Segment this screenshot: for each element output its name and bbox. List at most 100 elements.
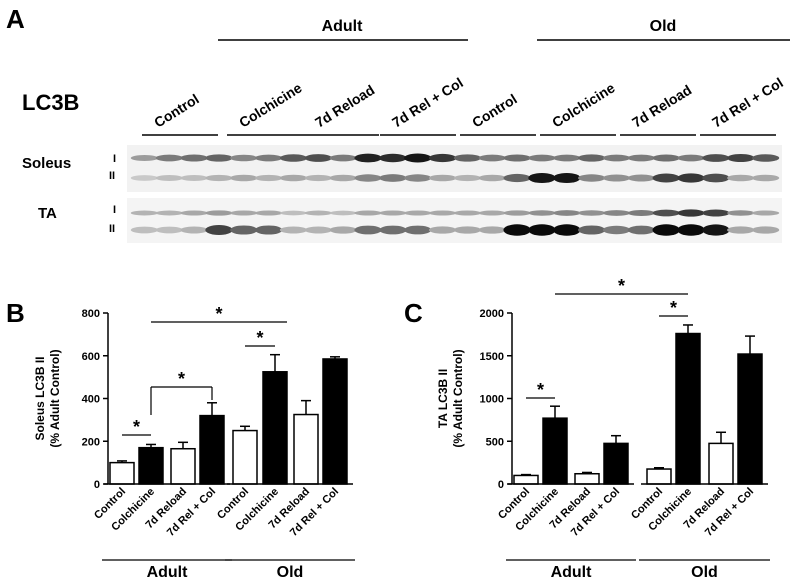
blot-band — [254, 154, 283, 162]
blot-band — [304, 154, 333, 162]
blot-band — [577, 154, 606, 162]
blot-band — [478, 154, 506, 162]
bar — [708, 442, 734, 485]
blot-band — [205, 174, 233, 182]
blot-band — [652, 154, 680, 162]
blot-band — [379, 225, 407, 235]
blot-band — [727, 154, 755, 162]
blot-lane-labels: Control Colchicine 7d Reload 7d Rel + Col Co… — [142, 74, 786, 136]
blot-lane-label: 7d Reload — [629, 82, 694, 131]
blot-band — [503, 224, 531, 236]
blot-target-label: LC3B — [22, 90, 79, 115]
blot-band — [453, 174, 482, 182]
blot-band — [230, 210, 258, 216]
blot-band — [652, 224, 680, 236]
blot-band — [478, 174, 506, 182]
bar — [138, 446, 164, 485]
y-tick-label: 1000 — [480, 394, 504, 406]
blot-band — [354, 225, 382, 235]
blot-band — [180, 226, 208, 234]
blot-band — [379, 210, 407, 216]
blot-band — [702, 224, 730, 236]
y-tick-label: 400 — [82, 394, 100, 406]
blot-band — [130, 210, 159, 216]
group-label: Adult — [147, 564, 189, 581]
panel-label-a: A — [6, 4, 25, 34]
blot-band — [428, 226, 457, 234]
blot-band — [230, 225, 258, 235]
blot-band — [354, 153, 382, 163]
y-axis-label-line-1: Soleus LC3B II — [33, 356, 47, 440]
y-axis-label-line-2: (% Adult Control) — [48, 349, 62, 447]
blot-band — [652, 173, 680, 183]
blot-band — [503, 173, 531, 183]
blot-band — [751, 210, 780, 216]
blot-band — [751, 154, 780, 162]
blot-band — [329, 226, 357, 234]
blot-band — [602, 210, 631, 216]
blot-band — [602, 225, 631, 235]
blot-band — [354, 210, 382, 216]
blot-lane-label: 7d Reload — [312, 82, 377, 131]
blot-group-label-old: Old — [650, 18, 677, 35]
blot-band — [428, 153, 457, 163]
y-axis-label-line-1: TA LC3B II — [436, 369, 450, 428]
blot-band — [453, 226, 482, 234]
ta-band-ii-label: II — [109, 223, 115, 235]
blot-band — [677, 209, 705, 217]
blot-band — [279, 174, 308, 182]
significance-star: * — [618, 276, 625, 296]
significance-star: * — [178, 369, 185, 389]
blot-band — [404, 210, 432, 216]
blot-band — [627, 225, 656, 235]
blot-band — [329, 154, 357, 162]
y-tick-label: 200 — [82, 436, 100, 448]
y-tick-label: 800 — [82, 308, 100, 320]
blot-band — [528, 154, 556, 162]
bar — [603, 442, 629, 485]
chart-b: 0 200 400 600 800 Soleus LC3B II (% Adult Cont… — [33, 304, 355, 581]
blot-band — [205, 154, 233, 162]
blot-band — [553, 154, 581, 162]
blot-band — [478, 210, 506, 216]
blot-band — [478, 226, 506, 234]
y-tick-label: 2000 — [480, 308, 504, 320]
blot-band — [230, 174, 258, 182]
blot-band — [329, 174, 357, 182]
ta-band-i-label: I — [113, 204, 116, 216]
blot-band — [130, 154, 159, 162]
blot-band — [254, 174, 283, 182]
bar — [293, 413, 319, 485]
panel-label-b: B — [6, 298, 25, 328]
blot-lane-label: Colchicine — [549, 79, 618, 130]
blot-band — [155, 154, 183, 162]
blot-band — [553, 172, 581, 184]
blot-band — [702, 154, 730, 162]
blot-band — [503, 210, 531, 216]
blot-band — [503, 154, 531, 162]
y-tick-label: 0 — [498, 479, 504, 491]
significance-star: * — [256, 328, 263, 348]
blot-band — [180, 174, 208, 182]
y-tick-label: 500 — [486, 436, 504, 448]
blot-band — [702, 173, 730, 183]
blot-band — [304, 226, 333, 234]
significance-star: * — [537, 380, 544, 400]
y-tick-label: 1500 — [480, 351, 504, 363]
blot-band — [602, 174, 631, 182]
blot-band — [751, 174, 780, 182]
soleus-band-ii-label: II — [109, 170, 115, 182]
blot-bands — [130, 153, 780, 236]
blot-band — [379, 153, 407, 163]
blot-band — [453, 210, 482, 216]
bar — [199, 414, 225, 485]
blot-row-label-soleus: Soleus — [22, 155, 71, 172]
group-label: Adult — [551, 564, 593, 581]
blot-band — [155, 174, 183, 182]
blot-band — [379, 174, 407, 182]
blot-band — [180, 154, 208, 162]
blot-band — [404, 174, 432, 182]
blot-row-label-ta: TA — [38, 205, 57, 222]
bar — [109, 461, 135, 485]
y-tick-label: 0 — [94, 479, 100, 491]
